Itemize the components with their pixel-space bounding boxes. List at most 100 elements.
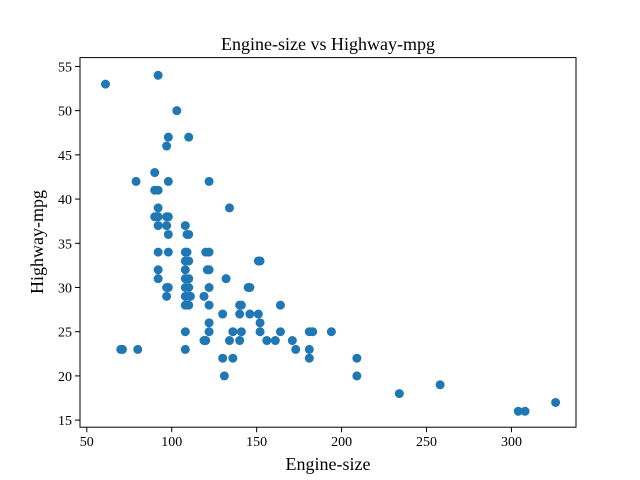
- scatter-point: [100, 79, 110, 89]
- y-tick-label: 30: [58, 281, 72, 296]
- scatter-point: [287, 336, 297, 346]
- scatter-point: [308, 327, 318, 337]
- y-tick-label: 50: [58, 105, 72, 120]
- scatter-point: [253, 309, 263, 319]
- scatter-point: [236, 300, 246, 310]
- scatter-point: [133, 344, 143, 354]
- scatter-point: [163, 282, 173, 292]
- scatter-point: [162, 291, 172, 301]
- scatter-point: [352, 371, 362, 381]
- scatter-point: [221, 274, 231, 284]
- scatter-point: [326, 327, 336, 337]
- scatter-point: [255, 327, 265, 337]
- x-tick-label: 200: [331, 435, 352, 450]
- data-points: [100, 70, 561, 416]
- scatter-point: [153, 265, 163, 275]
- scatter-point: [184, 256, 194, 266]
- scatter-point: [163, 229, 173, 239]
- scatter-point: [275, 300, 285, 310]
- x-tick-label: 300: [501, 435, 522, 450]
- scatter-point: [180, 265, 190, 275]
- scatter-point: [150, 168, 160, 178]
- scatter-point: [304, 353, 314, 363]
- scatter-point: [204, 265, 214, 275]
- scatter-point: [228, 327, 238, 337]
- scatter-point: [184, 282, 194, 292]
- scatter-point: [255, 256, 265, 266]
- scatter-point: [218, 353, 228, 363]
- scatter-point: [180, 221, 190, 231]
- scatter-point: [163, 247, 173, 257]
- scatter-point: [245, 309, 255, 319]
- scatter-point: [204, 327, 214, 337]
- x-axis-label: Engine-size: [286, 454, 371, 474]
- scatter-point: [162, 221, 172, 231]
- y-tick-label: 20: [58, 370, 72, 385]
- scatter-point: [394, 389, 404, 399]
- x-tick-label: 50: [80, 435, 94, 450]
- scatter-point: [224, 336, 234, 346]
- scatter-point: [204, 300, 214, 310]
- x-tick-label: 100: [161, 435, 182, 450]
- scatter-point: [218, 309, 228, 319]
- scatter-point: [262, 336, 272, 346]
- y-tick-label: 40: [58, 193, 72, 208]
- scatter-point: [184, 132, 194, 142]
- scatter-point: [199, 291, 209, 301]
- scatter-point: [131, 176, 141, 186]
- scatter-point: [163, 132, 173, 142]
- scatter-point: [224, 203, 234, 213]
- scatter-point: [352, 353, 362, 363]
- scatter-point: [163, 176, 173, 186]
- scatter-point: [245, 282, 255, 292]
- scatter-point: [204, 282, 214, 292]
- y-tick-label: 15: [58, 414, 72, 429]
- scatter-point: [204, 176, 214, 186]
- scatter-point: [153, 203, 163, 213]
- scatter-point: [153, 212, 163, 222]
- scatter-point: [185, 291, 195, 301]
- scatter-point: [184, 300, 194, 310]
- chart-title: Engine-size vs Highway-mpg: [221, 34, 435, 54]
- scatter-point: [291, 344, 301, 354]
- scatter-point: [172, 106, 182, 116]
- scatter-point: [551, 397, 561, 407]
- scatter-point: [204, 318, 214, 328]
- axis-ticks: 50 100 150 200 250 300 15 20 25 30 35 40 45 50 55: [58, 60, 522, 450]
- scatter-point: [235, 336, 245, 346]
- plot-frame: [79, 57, 577, 428]
- scatter-point: [520, 406, 530, 416]
- scatter-point: [228, 353, 238, 363]
- scatter-point: [162, 141, 172, 151]
- scatter-point: [219, 371, 229, 381]
- scatter-point: [163, 212, 173, 222]
- scatter-point: [255, 318, 265, 328]
- x-tick-label: 150: [246, 435, 267, 450]
- scatter-point: [153, 247, 163, 257]
- scatter-point: [435, 380, 445, 390]
- scatter-point: [304, 344, 314, 354]
- scatter-point: [180, 327, 190, 337]
- scatter-point: [184, 229, 194, 239]
- y-axis-label: Highway-mpg: [27, 190, 47, 294]
- y-tick-label: 55: [58, 60, 72, 75]
- y-tick-label: 45: [58, 149, 72, 164]
- scatter-point: [236, 327, 246, 337]
- scatter-point: [204, 247, 214, 257]
- scatter-point: [275, 327, 285, 337]
- scatter-point: [117, 344, 127, 354]
- scatter-point: [153, 185, 163, 195]
- x-tick-label: 250: [416, 435, 437, 450]
- scatter-point: [270, 336, 280, 346]
- scatter-point: [153, 70, 163, 80]
- scatter-point: [180, 344, 190, 354]
- scatter-point: [184, 274, 194, 284]
- scatter-point: [153, 274, 163, 284]
- scatter-point: [201, 336, 211, 346]
- y-tick-label: 35: [58, 237, 72, 252]
- scatter-point: [513, 406, 523, 416]
- scatter-point: [235, 309, 245, 319]
- scatter-point: [182, 247, 192, 257]
